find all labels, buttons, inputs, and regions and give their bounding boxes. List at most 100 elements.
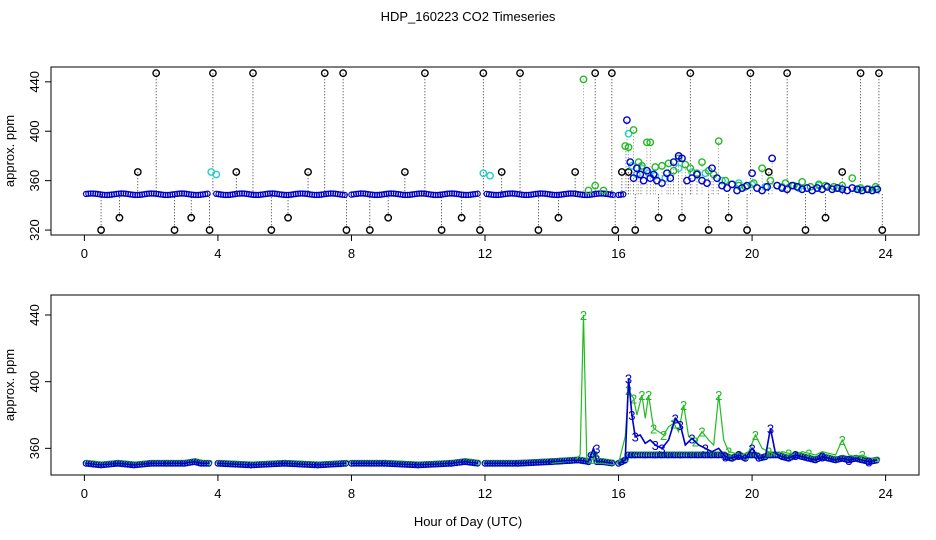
green-point: [629, 126, 638, 134]
blue-series-line: [351, 460, 479, 466]
plot-frame: [50, 66, 920, 236]
y-tick-label: 400: [27, 371, 42, 393]
green-point: [591, 181, 600, 190]
blue-point: [873, 185, 882, 194]
green-point: [599, 186, 608, 195]
green-point: [643, 138, 651, 147]
baseline-point: [204, 190, 211, 197]
blue-point: [723, 184, 731, 192]
blue-point: [678, 154, 686, 163]
blue-point: [833, 184, 842, 192]
blue-series-marker: 3: [688, 431, 695, 446]
green-series-marker: 2: [859, 448, 866, 463]
blue-point: [639, 176, 648, 185]
blue-series-marker: 3: [722, 450, 729, 465]
green-point: [674, 154, 683, 163]
black-point: [497, 168, 506, 176]
y-axis-label: approx. ppm: [2, 115, 17, 187]
black-point: [187, 213, 196, 222]
green-series-marker: 2: [580, 308, 587, 323]
black-point: [205, 226, 214, 234]
y-tick-label: 320: [27, 219, 42, 241]
green-point: [698, 158, 706, 167]
black-point: [611, 226, 620, 234]
green-series-marker: 2: [650, 421, 657, 436]
green-series-marker: 2: [715, 388, 722, 403]
baseline-point: [607, 191, 614, 198]
blue-point: [633, 164, 641, 173]
blue-series-marker: 3: [792, 448, 799, 463]
y-tick-label: 440: [27, 71, 42, 93]
blue-point: [629, 174, 638, 183]
blue-series-marker: 3: [672, 411, 679, 426]
black-point: [365, 226, 374, 234]
black-point: [115, 213, 124, 222]
x-tick-label: 20: [745, 486, 759, 501]
blue-series-line: [485, 445, 614, 465]
black-point: [856, 69, 865, 78]
blue-point: [693, 170, 701, 179]
black-point: [97, 226, 105, 234]
blue-series-marker: 3: [677, 418, 684, 433]
blue-series-marker: 3: [748, 441, 755, 456]
x-tick-label: 4: [214, 486, 221, 501]
black-point: [400, 168, 409, 176]
green-series-line: [551, 314, 614, 466]
blue-point: [828, 185, 837, 194]
black-point: [686, 69, 695, 78]
green-point: [584, 186, 593, 195]
green-point: [624, 143, 633, 152]
black-point: [384, 213, 393, 222]
blue-point: [783, 185, 792, 194]
blue-point: [848, 184, 857, 192]
green-series-marker: 2: [785, 446, 792, 461]
blue-series-marker: 3: [702, 441, 709, 456]
green-point: [658, 161, 666, 170]
x-tick-label: 16: [611, 246, 625, 261]
blue-series-marker: 3: [735, 448, 742, 463]
blue-point: [763, 182, 771, 191]
chart-title: HDP_160223 CO2 Timeseries: [380, 9, 556, 24]
black-point: [267, 226, 276, 234]
green-series-marker: 2: [752, 428, 759, 443]
blue-series-marker: 3: [845, 453, 852, 468]
blue-series-marker: 3: [819, 450, 826, 465]
green-series-line: [617, 388, 878, 464]
y-tick-label: 360: [27, 170, 42, 192]
x-tick-label: 16: [611, 486, 625, 501]
black-point: [339, 69, 348, 78]
blue-series-line: [618, 378, 878, 465]
blue-series-marker: 3: [658, 441, 665, 456]
blue-point: [626, 158, 635, 167]
black-point: [320, 69, 329, 78]
blue-point: [788, 181, 797, 190]
x-tick-label: 20: [745, 246, 759, 261]
black-point: [571, 168, 580, 176]
blue-point: [708, 164, 716, 173]
blue-point: [768, 154, 777, 163]
blue-point: [838, 185, 847, 194]
baseline-point: [617, 191, 625, 198]
black-point: [516, 69, 524, 78]
y-tick-label: 360: [27, 437, 42, 459]
green-point: [681, 160, 690, 169]
y-axis-label: approx. ppm: [2, 349, 17, 421]
black-point: [457, 213, 466, 222]
black-point: [838, 168, 847, 176]
green-point: [758, 164, 766, 173]
cyan-point: [212, 170, 221, 179]
blue-point: [853, 185, 862, 194]
blue-point: [728, 180, 736, 189]
baseline-point: [341, 191, 348, 199]
green-point: [646, 138, 655, 147]
x-tick-label: 12: [478, 246, 492, 261]
blue-point: [669, 158, 678, 167]
black-point: [783, 69, 792, 78]
blue-point: [688, 174, 696, 183]
green-series-marker: 2: [660, 428, 667, 443]
x-tick-label: 0: [81, 246, 88, 261]
black-point: [746, 69, 755, 78]
top-scatter-panel: 0 4 8 12 16 20 24 320 360 400 440 approx. ppm: [2, 66, 920, 261]
